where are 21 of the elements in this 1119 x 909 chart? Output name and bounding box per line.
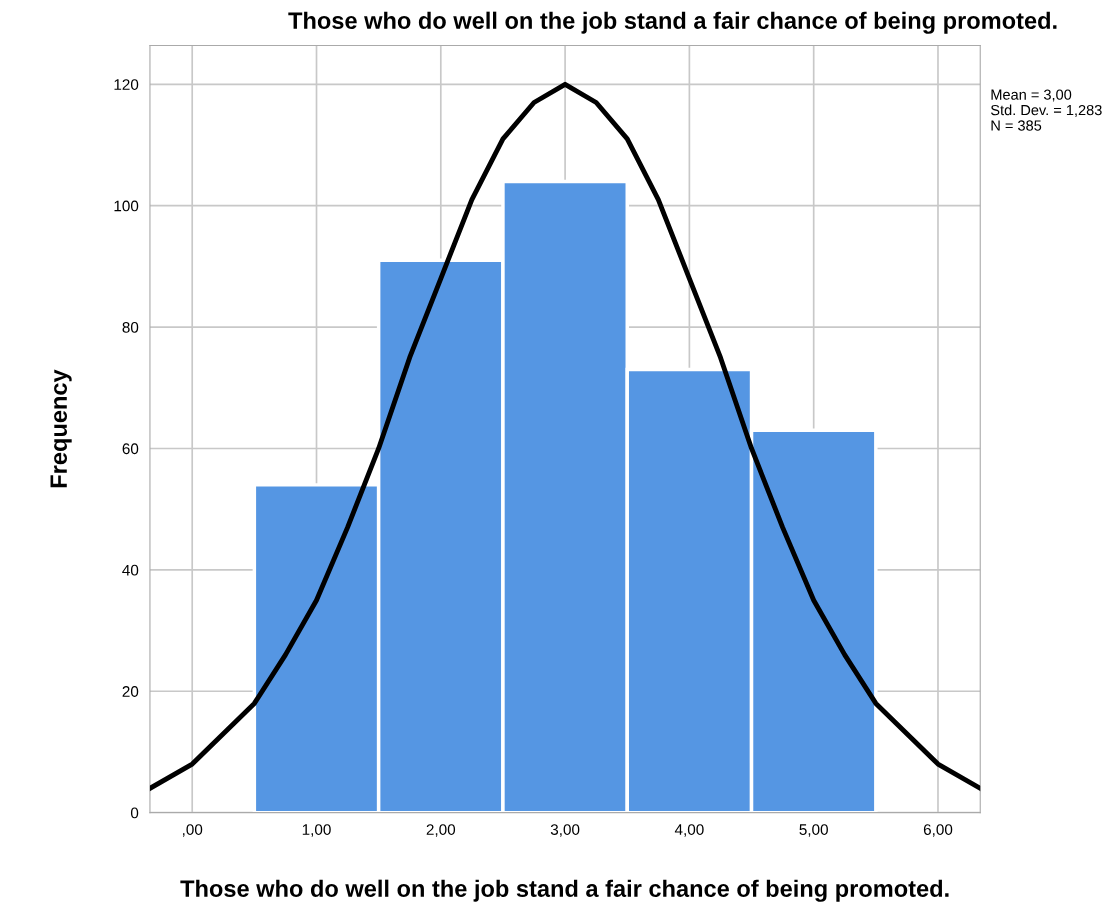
y-tick-label: 100 — [114, 200, 139, 212]
y-tick-label: 120 — [114, 79, 139, 90]
line-series — [149, 81, 981, 791]
x-axis-title: Those who do well on the job stand a fair chance of being promoted. — [180, 879, 949, 902]
text: N = 385 — [991, 120, 1042, 131]
x-tick-label: 5,00 — [799, 824, 828, 837]
y-tick-label: 60 — [122, 443, 139, 455]
x-tick-label: 2,00 — [426, 824, 456, 837]
y-tick-label: 40 — [122, 564, 139, 576]
x-tick-label: 4,00 — [674, 824, 704, 837]
y-tick-label: 80 — [122, 321, 139, 333]
text: Std. Dev. = 1,283 — [990, 104, 1102, 117]
y-axis-title: Frequency — [50, 369, 72, 488]
x-tick-label: 3,00 — [550, 824, 580, 837]
x-tick-label: ,00 — [182, 824, 203, 837]
y-tick-label: 20 — [122, 686, 139, 697]
x-tick-label: 1,00 — [302, 824, 331, 837]
y-tick-label: 0 — [130, 807, 139, 819]
text: Mean = 3,00 — [991, 89, 1072, 102]
x-tick-label: 6,00 — [923, 824, 953, 837]
chart-title: Those who do well on the job stand a fair chance of being promoted. — [288, 11, 1057, 34]
